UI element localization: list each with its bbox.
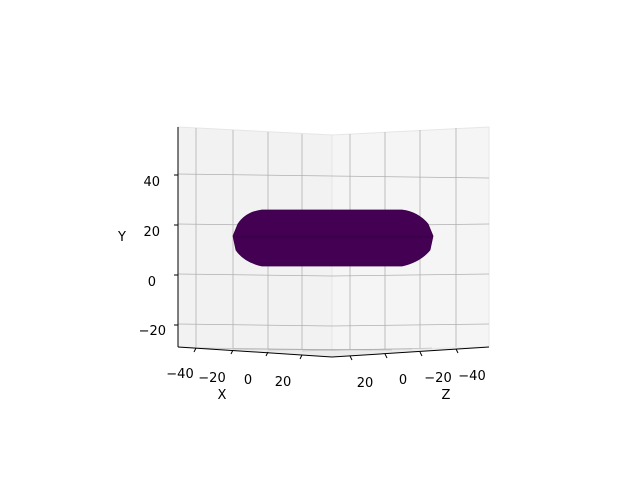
x-tick [265,351,269,357]
tick-marks [174,174,459,361]
x-tick-label: 0 [244,373,252,388]
grid-line [301,347,433,352]
grid-line [177,273,333,277]
y-tick-label: 40 [143,175,160,190]
x-tick [193,347,197,353]
grid-line [331,323,490,327]
z-tick-label: 0 [399,373,407,388]
grid-line [331,273,490,277]
z-tick [384,353,388,359]
grid-line [177,323,333,327]
z-tick [349,355,353,361]
y-tick-label: 0 [148,275,156,290]
grid-line [331,175,490,179]
y-tick-label: 20 [143,225,160,240]
x-axis-line [177,346,333,358]
z-tick [455,348,459,354]
x-axis-label: X [218,388,227,403]
y-axis-label: Y [117,230,126,245]
floor-pane [178,347,489,357]
z-tick [419,351,423,357]
z-tick-label: −40 [458,369,485,384]
x-tick [299,354,303,360]
grid-line [177,173,333,177]
x-tick-label: 20 [275,375,292,390]
x-tick-label: −20 [198,371,225,386]
z-axis-line [331,346,490,358]
z-tick-label: 20 [357,376,374,391]
z-tick-label: −20 [424,371,451,386]
x-tick [230,349,234,355]
z-axis-label: Z [442,388,451,403]
x-tick-label: −40 [166,367,193,382]
capsule-surface [232,209,434,267]
y-tick-label: −20 [139,324,166,339]
